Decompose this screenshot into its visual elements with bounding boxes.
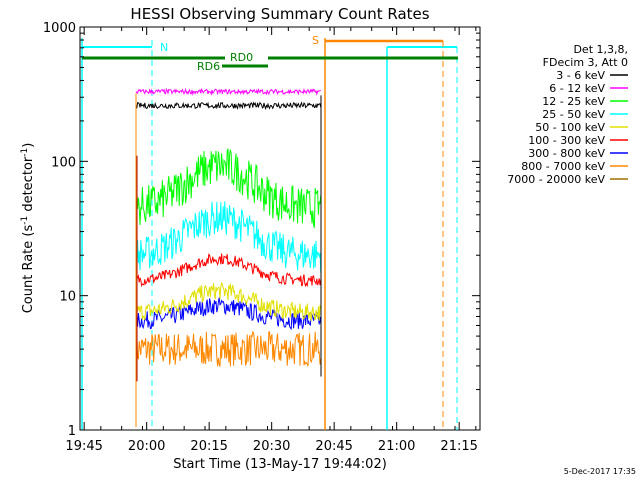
legend-entry-label: 50 - 100 keV [535,121,605,134]
chart-title: HESSI Observing Summary Count Rates [130,5,429,23]
legend-entry-label: 7000 - 20000 keV [507,173,605,186]
saa-label: S [312,34,319,47]
legend-header-2: FDecim 3, Att 0 [543,56,628,69]
rd0-label: RD0 [230,51,253,64]
x-tick-label: 20:15 [190,439,227,454]
x-tick-label: 20:00 [128,439,165,454]
y-tick-label: 10 [59,290,76,305]
series-6-line [135,253,322,288]
night-label: N [160,41,168,54]
y-tick-label: 1000 [43,21,76,36]
y-axis-label: Count Rate (s-1 detector-1) [20,143,36,314]
x-axis: 19:45 20:00 20:15 20:30 20:45 21:00 21:15 [65,27,478,454]
series-8-line [135,330,322,367]
legend-entry-label: 12 - 25 keV [542,95,605,108]
x-tick-label: 19:45 [65,439,102,454]
series-3-line [135,148,322,228]
series-2-line [135,87,321,96]
y-tick-label: 100 [51,155,76,170]
legend-entry-label: 300 - 800 keV [528,147,605,160]
x-tick-label: 20:30 [253,439,290,454]
x-tick-label: 20:45 [315,439,352,454]
rd6-label: RD6 [197,60,220,73]
legend-entry-label: 100 - 300 keV [528,134,605,147]
series-4-line [135,201,322,273]
plot-area: N S RD0 RD6 [79,26,481,431]
legend-entry-label: 25 - 50 keV [542,108,605,121]
legend-entry-label: 3 - 6 keV [556,69,605,82]
plot-frame [79,26,481,431]
legend-entry-label: 6 - 12 keV [549,82,605,95]
legend-entry-label: 800 - 7000 keV [521,160,605,173]
legend-header-1: Det 1,3,8, [573,43,628,56]
y-axis: 1 10 100 1000 [43,21,480,439]
series-1-line [135,101,322,111]
x-tick-label: 21:00 [378,439,415,454]
series-5-line [135,282,322,321]
footer-date: 5-Dec-2017 17:35 [564,467,636,476]
series-7-line [135,297,322,331]
x-tick-label: 21:15 [440,439,477,454]
x-axis-label: Start Time (13-May-17 19:44:02) [173,457,387,472]
y-tick-label: 1 [68,424,76,439]
